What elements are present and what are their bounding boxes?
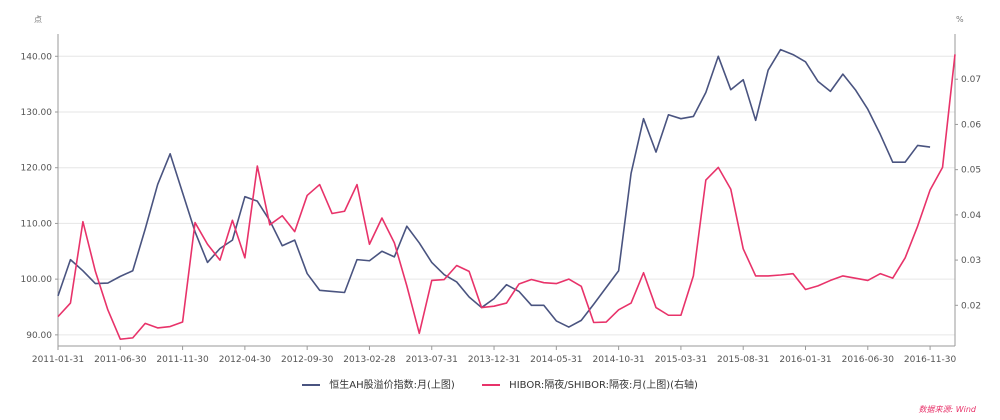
- x-tick-label: 2012-09-30: [281, 355, 334, 365]
- x-tick-label: 2016-11-30: [904, 355, 957, 365]
- right-tick-label: 0.02: [961, 301, 981, 311]
- right-tick-label: 0.04: [961, 211, 981, 221]
- x-tick-label: 2013-02-28: [343, 355, 396, 365]
- right-axis-tick-labels: 0.02 0.03 0.04 0.05 0.06 0.07: [955, 75, 981, 311]
- left-axis-unit: 点: [34, 15, 42, 24]
- x-tick-label: 2016-06-30: [842, 355, 895, 365]
- x-axis-tick-labels: 2011-01-31 2011-06-30 2011-11-30 2012-04-30…: [32, 346, 957, 365]
- series-line-0: [57, 48, 931, 328]
- left-tick-label: 140.00: [21, 52, 53, 62]
- legend-label-ah-premium: 恒生AH股溢价指数:月(上图): [329, 380, 455, 391]
- x-tick-label: 2015-03-31: [655, 355, 707, 365]
- x-tick-label: 2013-12-31: [468, 355, 520, 365]
- legend-item-hibor-shibor[interactable]: HIBOR:隔夜/SHIBOR:隔夜:月(上图)(右轴): [481, 376, 698, 391]
- legend-swatch-hibor-shibor: [481, 384, 500, 386]
- x-tick-label: 2016-01-31: [779, 355, 831, 365]
- right-tick-label: 0.03: [961, 256, 981, 266]
- legend-label-hibor-shibor: HIBOR:隔夜/SHIBOR:隔夜:月(上图)(右轴): [509, 380, 698, 391]
- right-tick-label: 0.07: [961, 75, 981, 85]
- x-tick-label: 2011-01-31: [32, 355, 84, 365]
- legend-swatch-ah-premium: [302, 384, 321, 386]
- x-tick-label: 2013-07-31: [406, 355, 458, 365]
- left-tick-label: 110.00: [21, 219, 53, 229]
- data-source-note: 数据来源: Wind: [918, 405, 976, 414]
- gridlines: [58, 55, 955, 336]
- legend-item-ah-premium[interactable]: 恒生AH股溢价指数:月(上图): [302, 376, 455, 391]
- x-tick-label: 2012-04-30: [219, 355, 272, 365]
- x-tick-label: 2011-11-30: [156, 355, 209, 365]
- left-axis-tick-labels: 90.00 100.00 110.00 120.00 130.00 140.00: [21, 52, 58, 341]
- right-tick-label: 0.06: [961, 120, 981, 130]
- x-tick-label: 2014-05-31: [530, 355, 582, 365]
- legend: 恒生AH股溢价指数:月(上图) HIBOR:隔夜/SHIBOR:隔夜:月(上图)…: [0, 376, 1000, 391]
- series-lines: [57, 48, 956, 341]
- axes: [57, 34, 956, 347]
- x-tick-label: 2014-10-31: [592, 355, 644, 365]
- right-axis-unit: %: [956, 15, 964, 24]
- left-tick-label: 90.00: [26, 331, 52, 341]
- right-tick-label: 0.05: [961, 166, 981, 176]
- left-tick-label: 100.00: [21, 275, 53, 285]
- left-tick-label: 130.00: [21, 108, 53, 118]
- x-tick-label: 2015-08-31: [717, 355, 769, 365]
- series-line-1: [57, 54, 956, 341]
- left-tick-label: 120.00: [21, 164, 53, 174]
- x-tick-label: 2011-06-30: [94, 355, 147, 365]
